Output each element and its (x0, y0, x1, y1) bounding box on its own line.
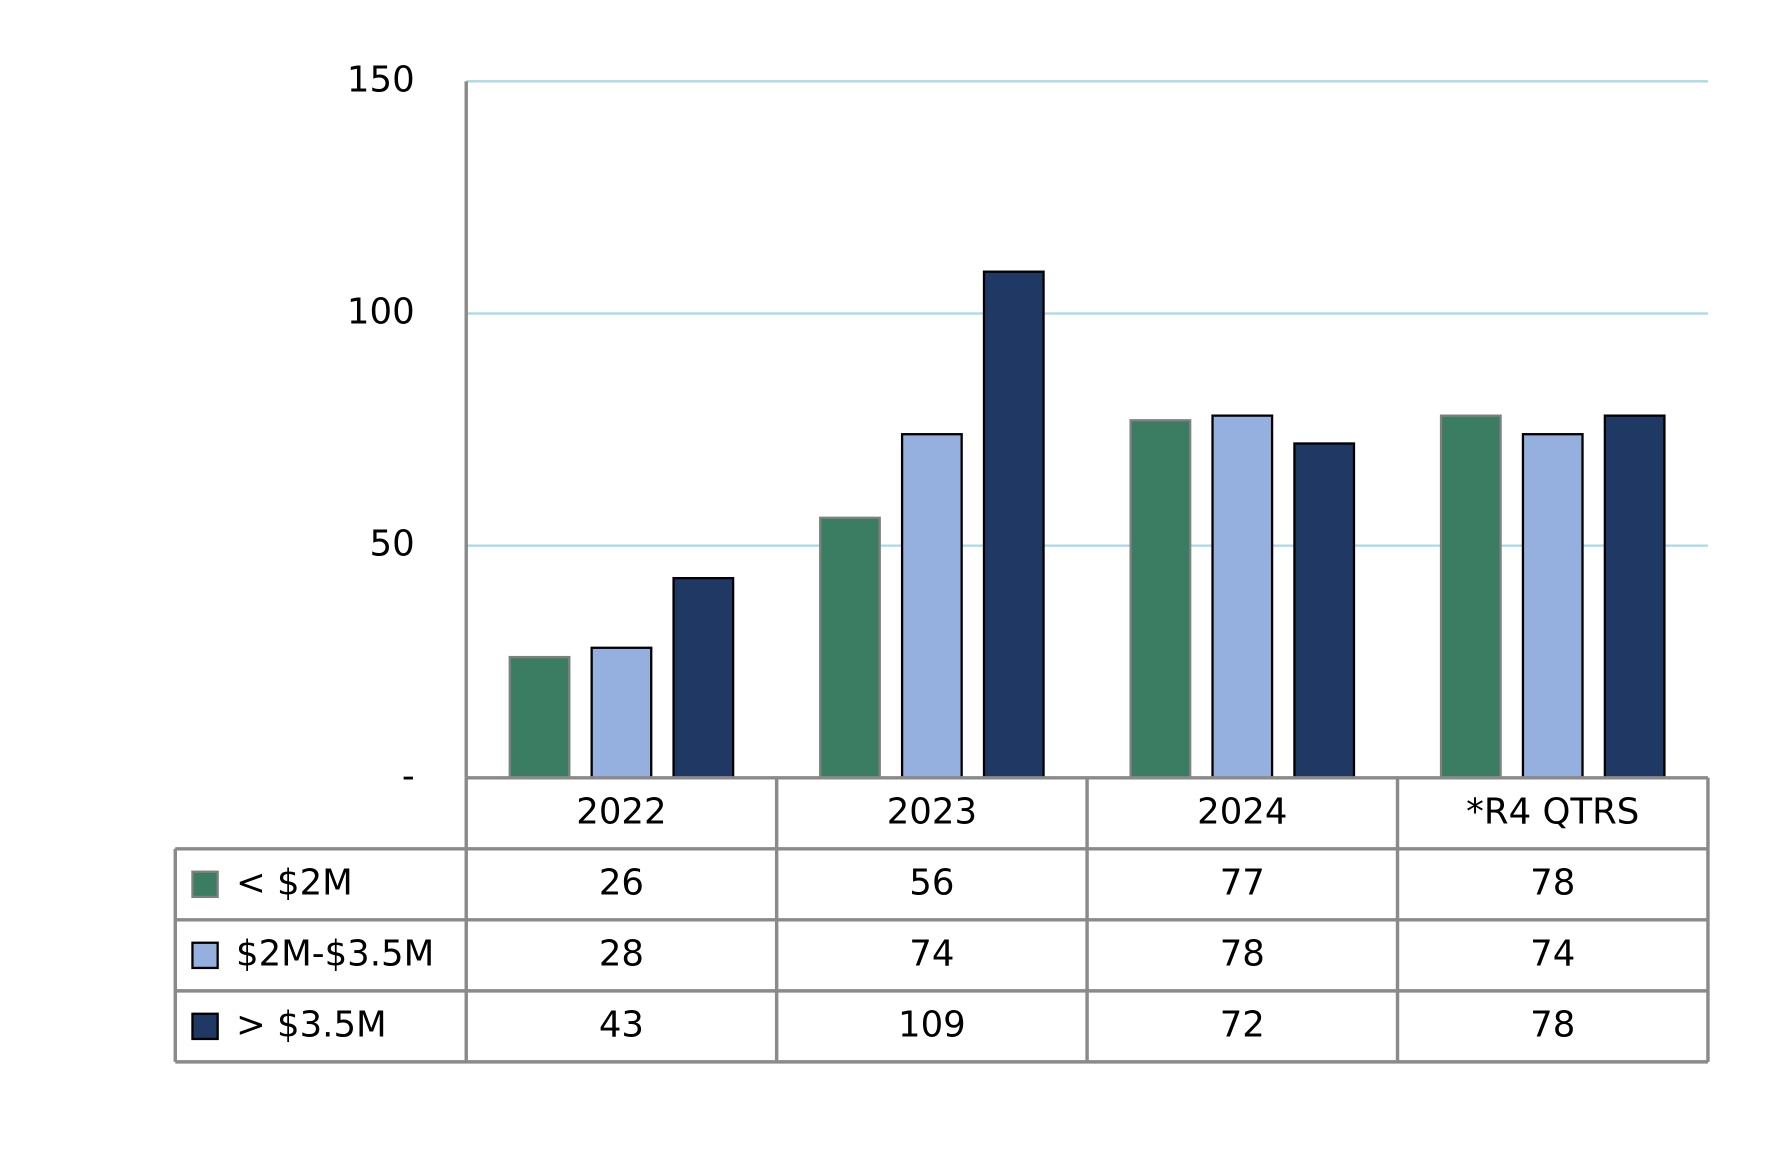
table-cell: 77 (1220, 862, 1265, 903)
x-tick-label: 2023 (887, 791, 977, 832)
bar (1521, 433, 1584, 779)
y-tick-label: 150 (347, 59, 415, 100)
bar (1293, 442, 1356, 779)
table-cell: 72 (1220, 1004, 1265, 1045)
table-cell: 56 (909, 862, 954, 903)
legend-marker (191, 870, 219, 899)
table-cell: 78 (1220, 933, 1265, 974)
bar (508, 655, 571, 779)
table-cell: 26 (599, 862, 644, 903)
bar (900, 433, 963, 779)
table-cell: 109 (898, 1004, 966, 1045)
y-tick-label: - (402, 756, 415, 797)
x-tick-label: 2022 (576, 791, 666, 832)
table-cell: 78 (1530, 1004, 1575, 1045)
x-tick-label: 2024 (1197, 791, 1287, 832)
bar (1211, 414, 1274, 779)
y-tick-label: 50 (369, 524, 414, 565)
table-cell: 28 (599, 933, 644, 974)
x-tick-label: *R4 QTRS (1466, 791, 1639, 832)
bar (1439, 414, 1502, 779)
bar (1129, 419, 1192, 779)
legend-marker (191, 941, 219, 970)
legend-label: $2M-$3.5M (236, 933, 434, 974)
bar (672, 576, 735, 779)
y-tick-label: 100 (347, 291, 415, 332)
legend-label: > $3.5M (236, 1004, 387, 1045)
table-cell: 74 (909, 933, 954, 974)
table-cell: 78 (1530, 862, 1575, 903)
bar (1603, 414, 1666, 779)
bar (819, 516, 881, 779)
legend-marker (191, 1012, 219, 1041)
table-cell: 43 (599, 1004, 644, 1045)
bar (590, 646, 653, 779)
bar (982, 270, 1045, 779)
table-cell: 74 (1530, 933, 1575, 974)
legend-label: < $2M (236, 862, 353, 903)
